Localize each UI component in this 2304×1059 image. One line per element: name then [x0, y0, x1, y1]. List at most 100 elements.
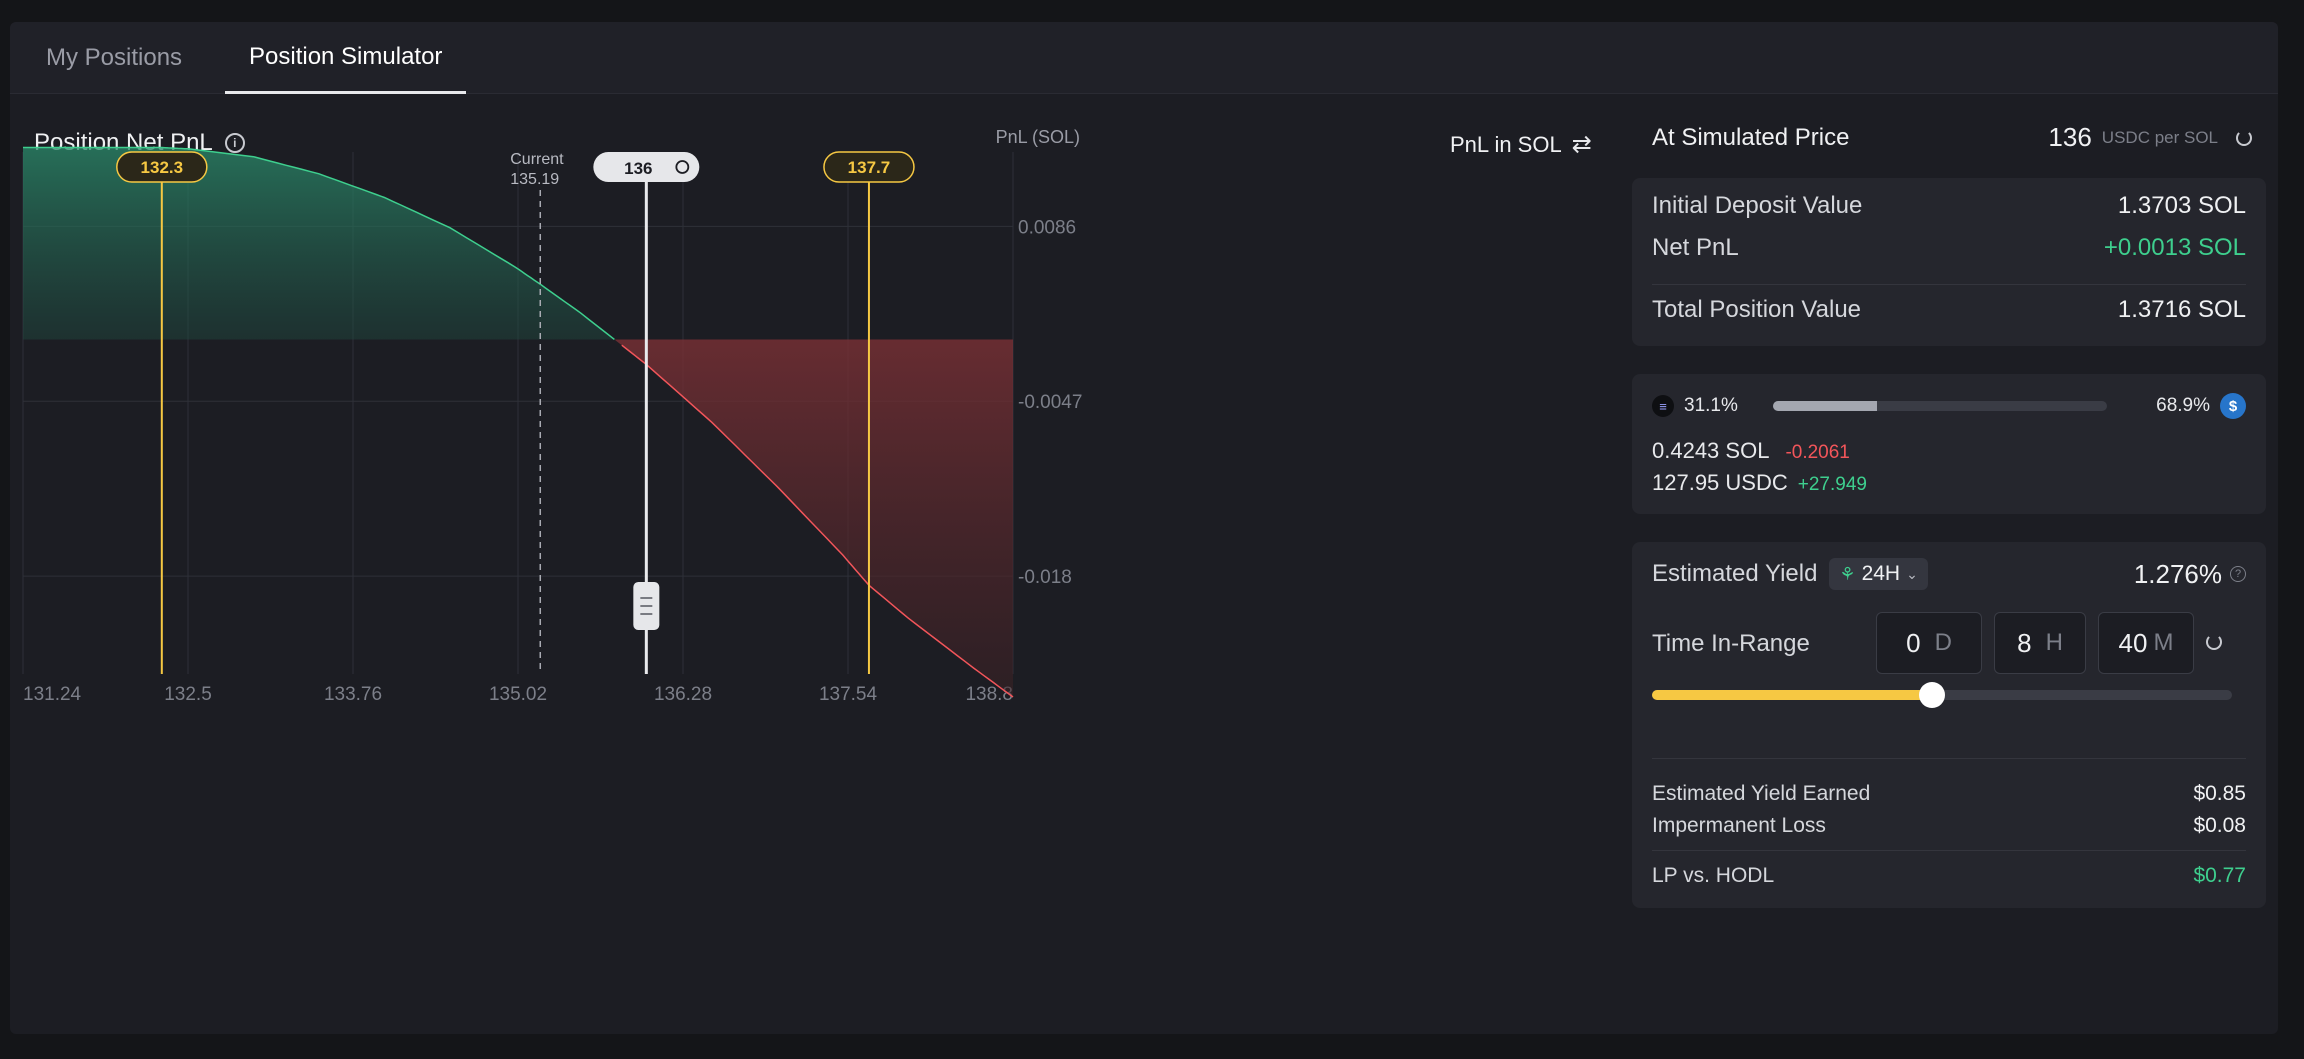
x-tick-label: 131.24: [23, 684, 82, 705]
yield-panel: Estimated Yield ⚘ 24H ⌄ 1.276% ? Time In…: [1632, 542, 2266, 908]
hours-unit: H: [2045, 629, 2063, 656]
initial-deposit-value: 1.3703 SOL: [2117, 192, 2246, 219]
allocation-bar-fill: [1773, 401, 1877, 411]
yield-earned-value: $0.85: [2193, 782, 2246, 805]
time-inputs: 0 D 8 H 40 M: [1632, 612, 2266, 674]
x-tick-label: 137.54: [819, 684, 878, 705]
y-tick-label: 0.0086: [1018, 217, 1076, 238]
sol-change: -0.2061: [1785, 442, 1850, 463]
divider: [1652, 758, 2246, 759]
sol-percent: 31.1%: [1684, 395, 1738, 416]
net-pnl-label: Net PnL: [1652, 234, 1739, 261]
usdc-percent: 68.9%: [2156, 395, 2210, 416]
pnl-unit-label: PnL in SOL: [1450, 131, 1562, 157]
net-pnl-value: +0.0013 SOL: [2103, 234, 2246, 261]
impermanent-loss-label: Impermanent Loss: [1652, 814, 1826, 837]
time-slider[interactable]: [1652, 682, 2232, 708]
range-upper-marker: 137.7: [823, 151, 915, 183]
net-pnl-row: Net PnL +0.0013 SOL: [1652, 234, 2246, 262]
tab-bar: My Positions Position Simulator: [10, 22, 2278, 94]
time-slider-handle[interactable]: [1919, 682, 1946, 708]
sol-amount: 0.4243 SOL: [1652, 438, 1770, 463]
yield-period-value: 24H: [1861, 562, 1901, 585]
usdc-change: +27.949: [1797, 474, 1867, 495]
divider: [1652, 850, 2246, 851]
reset-icon[interactable]: [2236, 129, 2252, 146]
allocation-bar: [1773, 401, 2107, 411]
simulated-price-pill-label: 136: [624, 159, 652, 178]
time-slider-fill: [1652, 690, 1933, 700]
lp-vs-hodl-label: LP vs. HODL: [1652, 864, 1775, 887]
initial-deposit-row: Initial Deposit Value 1.3703 SOL: [1652, 192, 2246, 220]
chevron-down-icon: ⌄: [1906, 565, 1918, 582]
x-tick-label: 135.02: [489, 684, 547, 705]
estimated-yield-row: Estimated Yield ⚘ 24H ⌄ 1.276% ?: [1652, 558, 2246, 590]
impermanent-loss-value: $0.08: [2193, 814, 2246, 837]
pnl-chart: 131.24 132.5 133.76 135.02 136.28 137.54 138.8…: [22, 127, 1082, 705]
usdc-amount: 127.95 USDC: [1652, 470, 1788, 495]
total-value-row: Total Position Value 1.3716 SOL: [1652, 296, 2246, 324]
usdc-amount-row: 127.95 USDC +27.949: [1652, 470, 1867, 496]
yield-earned-label: Estimated Yield Earned: [1652, 782, 1871, 805]
total-value-label: Total Position Value: [1652, 296, 1862, 323]
pnl-line-positive: [23, 146, 615, 341]
range-upper-marker-pill: [823, 151, 915, 183]
days-input[interactable]: 0 D: [1876, 612, 1982, 674]
x-tick-label: 138.8: [965, 684, 1013, 705]
tab-position-simulator[interactable]: Position Simulator: [225, 22, 467, 94]
minutes-value: 40: [2118, 627, 2148, 658]
initial-deposit-label: Initial Deposit Value: [1652, 192, 1863, 219]
pnl-line-negative: [621, 344, 1014, 698]
x-tick-label: 133.76: [324, 684, 382, 705]
yield-earned-row: Estimated Yield Earned $0.85: [1652, 782, 2246, 806]
divider: [1652, 284, 2246, 285]
range-lower-marker-pill: [116, 151, 208, 183]
y-tick-label: -0.0047: [1018, 392, 1082, 413]
current-price-label: Current: [510, 151, 564, 168]
lp-vs-hodl-value: $0.77: [2193, 864, 2246, 887]
x-tick-label: 132.5: [164, 684, 212, 705]
sprout-icon: ⚘: [1839, 563, 1856, 584]
tab-my-positions[interactable]: My Positions: [46, 44, 183, 71]
help-icon[interactable]: ?: [2230, 566, 2246, 582]
time-in-range-label: Time In-Range: [1652, 630, 1810, 657]
simulated-unit: USDC per SOL: [2101, 127, 2218, 147]
simulator-frame: My Positions Position Simulator Position…: [10, 22, 2278, 1034]
simulated-title: At Simulated Price: [1652, 123, 1850, 151]
days-value: 0: [1906, 627, 1921, 658]
usdc-icon: $: [2220, 393, 2246, 419]
range-lower-marker-label: 132.3: [141, 158, 184, 177]
simulated-price-pill: [593, 152, 700, 182]
estimated-yield-label: Estimated Yield: [1652, 560, 1818, 587]
yield-period-select[interactable]: ⚘ 24H ⌄: [1829, 558, 1928, 590]
range-upper-marker-label: 137.7: [848, 158, 891, 177]
y-axis-label: PnL (SOL): [996, 127, 1080, 147]
loss-area: [614, 339, 1013, 697]
profit-area: [23, 147, 615, 340]
simulated-price-header: At Simulated Price 136 USDC per SOL: [1652, 122, 2252, 153]
usdc-allocation: 68.9% $: [2156, 393, 2246, 419]
summary-panel: Initial Deposit Value 1.3703 SOL Net PnL…: [1632, 178, 2266, 346]
allocation-panel: ≡ 31.1% 68.9% $ 0.4243 SOL -0.2061 127.9…: [1632, 374, 2266, 514]
time-reset-icon[interactable]: [2206, 634, 2222, 650]
sol-allocation: ≡ 31.1%: [1652, 395, 1738, 417]
refresh-icon: [675, 160, 690, 174]
solana-icon: ≡: [1652, 395, 1674, 417]
hours-input[interactable]: 8 H: [1994, 612, 2086, 674]
minutes-unit: M: [2153, 629, 2174, 656]
sol-amount-row: 0.4243 SOL -0.2061: [1652, 438, 1850, 464]
hours-value: 8: [2017, 627, 2032, 658]
minutes-input[interactable]: 40 M: [2098, 612, 2194, 674]
x-tick-label: 136.28: [654, 684, 712, 705]
pnl-unit-toggle[interactable]: PnL in SOL ⇄: [1450, 130, 1592, 159]
range-lower-marker: 132.3: [116, 151, 208, 183]
total-value-value: 1.3716 SOL: [2117, 296, 2246, 323]
lp-vs-hodl-row: LP vs. HODL $0.77: [1652, 864, 2246, 888]
info-icon[interactable]: i: [224, 133, 245, 153]
current-price-value: 135.19: [510, 171, 559, 188]
estimated-yield-value: 1.276%: [2133, 558, 2222, 589]
impermanent-loss-row: Impermanent Loss $0.08: [1652, 814, 2246, 838]
swap-arrows-icon: ⇄: [1571, 131, 1592, 158]
y-tick-label: -0.018: [1018, 567, 1072, 588]
simulated-price: 136: [2048, 122, 2092, 152]
